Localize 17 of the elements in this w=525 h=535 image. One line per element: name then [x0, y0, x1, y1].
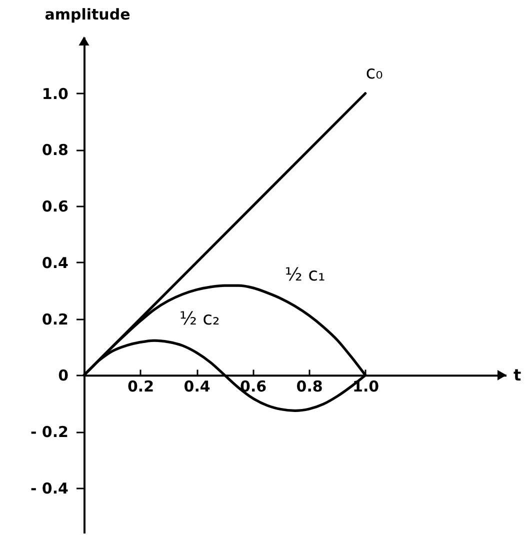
y-tick-label: 0: [58, 366, 68, 385]
x-tick-label: 0.6: [240, 378, 267, 396]
y-tick-label: 0.6: [42, 198, 68, 216]
x-axis-title: t: [514, 366, 522, 385]
y-tick-label: - 0.2: [30, 423, 68, 442]
y-tick-label: 0.8: [42, 141, 68, 160]
series-label: ½ c₂: [179, 308, 220, 330]
x-tick-label: 0.8: [296, 378, 323, 396]
y-axis-title: amplitude: [44, 6, 130, 24]
y-tick-label: 1.0: [42, 84, 68, 103]
y-tick-label: 0.4: [42, 254, 68, 272]
series-label: ½ c₁: [284, 264, 326, 286]
series-label: c₀: [366, 62, 383, 84]
x-tick-label: 0.2: [127, 378, 154, 396]
x-tick-label: 0.4: [184, 378, 210, 396]
y-tick-label: - 0.4: [30, 479, 68, 498]
y-tick-label: 0.2: [42, 310, 68, 328]
